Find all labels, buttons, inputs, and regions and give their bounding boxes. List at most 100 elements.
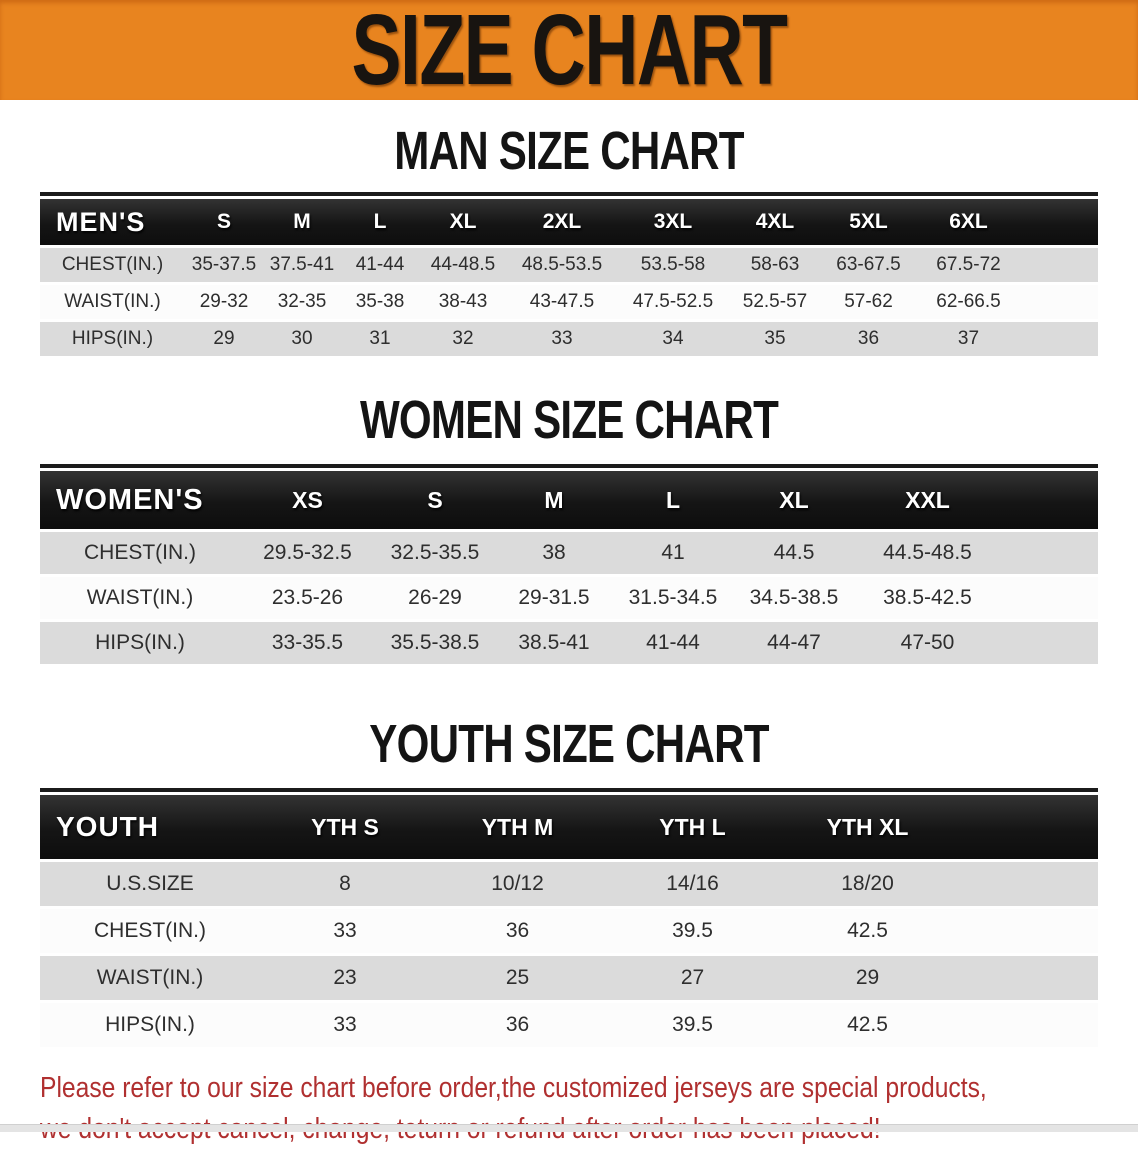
data-cell: 38 xyxy=(495,532,613,574)
header-cell: YTH L xyxy=(605,795,780,859)
data-cell: 39.5 xyxy=(605,1003,780,1047)
header-cell: S xyxy=(185,199,263,245)
header-cell: M xyxy=(495,471,613,529)
header-cell: YOUTH xyxy=(40,795,260,859)
data-cell: 47.5-52.5 xyxy=(617,285,729,319)
header-cell: XL xyxy=(733,471,855,529)
data-cell: 41 xyxy=(613,532,733,574)
data-cell: CHEST(IN.) xyxy=(40,532,240,574)
page-title: SIZE CHART xyxy=(351,0,789,106)
women-table-wrap: WOMEN'S XS S M L XL XXL CHEST(IN.) 29.5-32.5 32.5… xyxy=(40,464,1098,667)
data-cell: 38.5-41 xyxy=(495,622,613,664)
data-cell: 27 xyxy=(605,956,780,1000)
data-cell: 37.5-41 xyxy=(263,248,341,282)
data-cell: 8 xyxy=(260,862,430,906)
header-cell: M xyxy=(263,199,341,245)
data-cell: 42.5 xyxy=(780,1003,955,1047)
data-cell: 29-32 xyxy=(185,285,263,319)
header-cell: YTH XL xyxy=(780,795,955,859)
spacer-cell xyxy=(955,909,1098,953)
data-cell: HIPS(IN.) xyxy=(40,322,185,356)
table-header-row: WOMEN'S XS S M L XL XXL xyxy=(40,471,1098,529)
data-cell: 29-31.5 xyxy=(495,577,613,619)
header-cell: 5XL xyxy=(821,199,916,245)
data-cell: 43-47.5 xyxy=(507,285,617,319)
data-cell: WAIST(IN.) xyxy=(40,285,185,319)
header-cell: XL xyxy=(419,199,507,245)
table-row: HIPS(IN.) 33-35.5 35.5-38.5 38.5-41 41-44 44-… xyxy=(40,622,1098,664)
table-header-row: MEN'S S M L XL 2XL 3XL 4XL 5XL 6XL xyxy=(40,199,1098,245)
data-cell: 33 xyxy=(507,322,617,356)
spacer-cell xyxy=(1021,285,1098,319)
spacer-cell xyxy=(1000,577,1098,619)
header-cell: YTH M xyxy=(430,795,605,859)
data-cell: 62-66.5 xyxy=(916,285,1021,319)
data-cell: 29 xyxy=(185,322,263,356)
disclaimer: Please refer to our size chart before or… xyxy=(0,1068,1138,1150)
data-cell: 35-38 xyxy=(341,285,419,319)
data-cell: 33 xyxy=(260,1003,430,1047)
header-cell: XS xyxy=(240,471,375,529)
data-cell: 32.5-35.5 xyxy=(375,532,495,574)
data-cell: WAIST(IN.) xyxy=(40,577,240,619)
spacer-cell xyxy=(1000,622,1098,664)
header-cell: L xyxy=(613,471,733,529)
women-section-heading: WOMEN SIZE CHART xyxy=(359,390,779,450)
data-cell: 33-35.5 xyxy=(240,622,375,664)
data-cell: 29.5-32.5 xyxy=(240,532,375,574)
data-cell: CHEST(IN.) xyxy=(40,248,185,282)
spacer-cell xyxy=(955,1003,1098,1047)
data-cell: 36 xyxy=(430,1003,605,1047)
header-cell: YTH S xyxy=(260,795,430,859)
data-cell: 25 xyxy=(430,956,605,1000)
youth-section-heading: YOUTH SIZE CHART xyxy=(369,714,769,774)
data-cell: 35 xyxy=(729,322,821,356)
mens-size-table: MEN'S S M L XL 2XL 3XL 4XL 5XL 6XL CHEST(IN.) 35-37… xyxy=(40,196,1098,359)
data-cell: 36 xyxy=(430,909,605,953)
data-cell: 10/12 xyxy=(430,862,605,906)
banner: SIZE CHART xyxy=(0,0,1138,100)
header-cell: L xyxy=(341,199,419,245)
data-cell: 52.5-57 xyxy=(729,285,821,319)
table-row: WAIST(IN.) 29-32 32-35 35-38 38-43 43-47.5 47.… xyxy=(40,285,1098,319)
data-cell: 44-47 xyxy=(733,622,855,664)
data-cell: 44-48.5 xyxy=(419,248,507,282)
data-cell: 39.5 xyxy=(605,909,780,953)
spacer-cell xyxy=(1000,532,1098,574)
data-cell: 32 xyxy=(419,322,507,356)
data-cell: 57-62 xyxy=(821,285,916,319)
men-table-wrap: MEN'S S M L XL 2XL 3XL 4XL 5XL 6XL CHEST(IN.) 35-37… xyxy=(40,192,1098,359)
data-cell: 67.5-72 xyxy=(916,248,1021,282)
header-cell: 4XL xyxy=(729,199,821,245)
data-cell: CHEST(IN.) xyxy=(40,909,260,953)
data-cell: HIPS(IN.) xyxy=(40,622,240,664)
data-cell: 35-37.5 xyxy=(185,248,263,282)
data-cell: 58-63 xyxy=(729,248,821,282)
spacer-cell xyxy=(1021,248,1098,282)
table-row: HIPS(IN.) 33 36 39.5 42.5 xyxy=(40,1003,1098,1047)
data-cell: 31.5-34.5 xyxy=(613,577,733,619)
spacer-cell xyxy=(955,795,1098,859)
disclaimer-line-1: Please refer to our size chart before or… xyxy=(40,1072,987,1104)
data-cell: 23.5-26 xyxy=(240,577,375,619)
data-cell: 63-67.5 xyxy=(821,248,916,282)
youth-table-wrap: YOUTH YTH S YTH M YTH L YTH XL U.S.SIZE 8 10/12… xyxy=(40,788,1098,1050)
spacer-cell xyxy=(1021,199,1098,245)
data-cell: 37 xyxy=(916,322,1021,356)
header-cell: WOMEN'S xyxy=(40,471,240,529)
spacer-cell xyxy=(1000,471,1098,529)
data-cell: 38-43 xyxy=(419,285,507,319)
data-cell: 38.5-42.5 xyxy=(855,577,1000,619)
data-cell: 30 xyxy=(263,322,341,356)
header-cell: 6XL xyxy=(916,199,1021,245)
data-cell: 34 xyxy=(617,322,729,356)
data-cell: 44.5-48.5 xyxy=(855,532,1000,574)
data-cell: 41-44 xyxy=(613,622,733,664)
womens-size-table: WOMEN'S XS S M L XL XXL CHEST(IN.) 29.5-32.5 32.5… xyxy=(40,468,1098,667)
data-cell: 34.5-38.5 xyxy=(733,577,855,619)
data-cell: 29 xyxy=(780,956,955,1000)
data-cell: 53.5-58 xyxy=(617,248,729,282)
spacer-cell xyxy=(955,862,1098,906)
data-cell: 23 xyxy=(260,956,430,1000)
